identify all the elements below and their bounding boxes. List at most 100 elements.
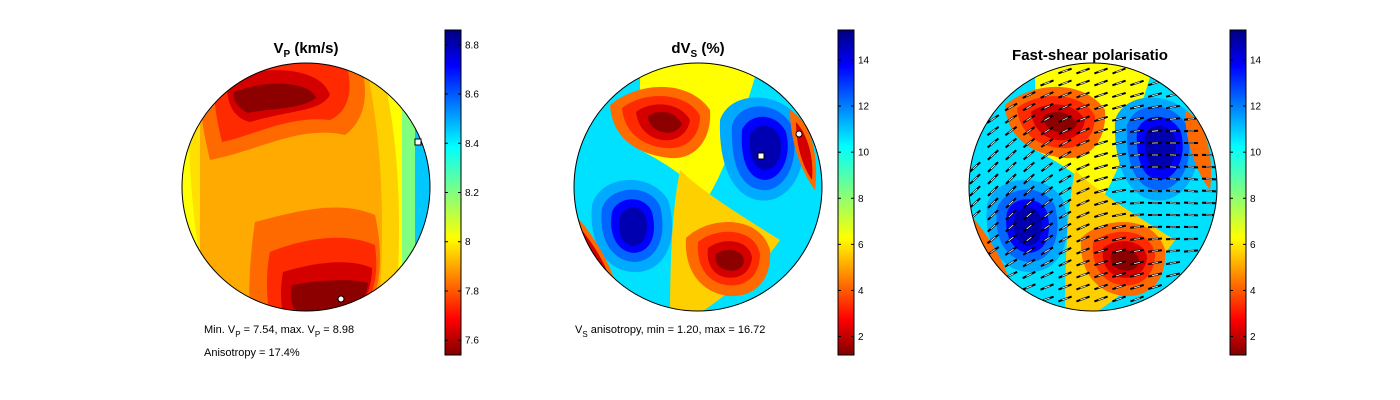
polarisation-tick-highlight [1080, 105, 1086, 109]
polarisation-tick-highlight [1062, 201, 1068, 205]
polarisation-tick-highlight [1044, 261, 1050, 265]
polarisation-tick-highlight [1008, 188, 1014, 194]
polarisation-tick-highlight [1133, 130, 1141, 132]
dvs-stereonet [574, 63, 822, 311]
polarisation-tick-highlight [1044, 93, 1050, 97]
polarisation-tick-highlight [1080, 297, 1086, 301]
polarisation-tick-highlight [1116, 142, 1122, 144]
polarisation-tick-highlight [1115, 273, 1123, 277]
colorbar-tick-label: 6 [858, 240, 864, 251]
polarisation-tick-highlight [1134, 81, 1140, 85]
colorbar-tick-label: 10 [858, 148, 870, 159]
polarisation-tick-highlight [1062, 285, 1068, 289]
polarisation-title: Fast-shear polarisatio [1012, 47, 1168, 64]
polarisation-tick-highlight [1080, 141, 1086, 145]
polarisation-tick-highlight [1008, 212, 1014, 218]
polarisation-tick-highlight [1062, 69, 1068, 73]
polarisation-tick-highlight [1115, 190, 1123, 192]
polarisation-tick-highlight [1115, 93, 1123, 97]
polarisation-tick-highlight [972, 176, 978, 182]
polarisation-tick-highlight [990, 116, 996, 122]
polarisation-tick-highlight [1116, 285, 1122, 289]
polarisation-tick-highlight [1062, 249, 1068, 253]
dvs-minmax-note: VS anisotropy, min = 1.20, max = 16.72 [575, 324, 765, 339]
polarisation-tick-highlight [1008, 152, 1014, 158]
polarisation-tick-highlight [1044, 249, 1050, 253]
polarisation-tick-highlight [1151, 81, 1159, 85]
polarisation-tick-highlight [1133, 285, 1141, 289]
polarisation-tick-highlight [1062, 225, 1068, 229]
polarisation-tick-highlight [1115, 202, 1123, 204]
polarisation-tick-highlight [1044, 212, 1050, 218]
polarisation-tick-highlight [990, 236, 996, 242]
polarisation-tick-highlight [1080, 81, 1086, 85]
polarisation-tick-highlight [1008, 236, 1014, 242]
polarisation-tick-highlight [1080, 177, 1086, 181]
polarisation-tick-highlight [990, 164, 996, 170]
polarisation-tick-highlight [1116, 249, 1122, 253]
polarisation-tick-highlight [1151, 285, 1159, 289]
polarisation-tick-highlight [1044, 200, 1050, 206]
polarisation-tick-highlight [1097, 201, 1105, 205]
polarisation-tick-highlight [1169, 118, 1177, 120]
polarisation-tick-highlight [990, 248, 996, 254]
polarisation-tick-highlight [1097, 177, 1105, 181]
polarisation-tick-highlight [1062, 177, 1068, 181]
polarisation-tick-highlight [1080, 69, 1086, 73]
polarisation-tick-highlight [1169, 262, 1177, 264]
polarisation-tick-highlight [1044, 117, 1050, 121]
polarisation-tick-highlight [1026, 224, 1032, 230]
colorbar-tick-label: 12 [1250, 102, 1262, 113]
colorbar-tick-label: 4 [858, 286, 864, 297]
polarisation-tick-highlight [1098, 261, 1104, 265]
polarisation-tick-highlight [1116, 129, 1122, 133]
vp-panel: VP (km/s) Min. VP = 7.54, max. VP = 8.98 [181, 29, 479, 359]
polarisation-tick-highlight [1098, 297, 1104, 301]
dvs-panel: dVS (%) [573, 29, 870, 356]
polarisation-tick-highlight [1026, 152, 1032, 158]
vp-max-marker [414, 138, 422, 146]
polarisation-tick-highlight [1098, 93, 1104, 97]
polarisation-tick-highlight [1026, 93, 1032, 97]
polarisation-tick-highlight [972, 200, 978, 206]
dvs-title: dVS (%) [671, 40, 724, 60]
polarisation-tick-highlight [1115, 105, 1123, 109]
polarisation-stereonet [969, 63, 1217, 311]
polarisation-tick-highlight [1097, 225, 1105, 229]
polarisation-tick-highlight [1080, 165, 1086, 169]
polarisation-tick-highlight [1116, 69, 1122, 73]
polarisation-tick-highlight [1026, 164, 1032, 170]
polarisation-tick-highlight [1080, 285, 1086, 289]
polarisation-tick-highlight [1151, 118, 1159, 120]
polarisation-tick-highlight [990, 224, 996, 230]
colorbar-tick-label: 8 [465, 237, 471, 248]
polarisation-tick-highlight [1134, 262, 1140, 264]
polarisation-tick-highlight [990, 176, 996, 182]
vp-anisotropy-note: Anisotropy = 17.4% [204, 347, 300, 359]
polarisation-tick-highlight [1062, 141, 1068, 145]
polarisation-tick-highlight [1080, 213, 1086, 217]
colorbar-tick-label: 2 [858, 332, 864, 343]
polarisation-tick-highlight [1080, 201, 1086, 205]
polarisation-tick-highlight [1170, 274, 1176, 276]
polarisation-tick-highlight [1134, 118, 1140, 120]
polarisation-tick-highlight [1062, 81, 1068, 85]
polarisation-tick-highlight [1044, 273, 1050, 277]
polarisation-tick-highlight [1134, 297, 1140, 301]
polarisation-tick-highlight [1044, 129, 1050, 133]
colorbar-tick-label: 14 [858, 55, 870, 66]
polarisation-tick-highlight [1098, 285, 1104, 289]
polarisation-tick-highlight [990, 200, 996, 206]
polarisation-colorbar-scale [1229, 29, 1247, 356]
polarisation-tick-highlight [1026, 105, 1032, 109]
polarisation-tick-highlight [1044, 105, 1050, 109]
polarisation-tick-highlight [1152, 106, 1158, 108]
polarisation-tick-highlight [1080, 261, 1086, 265]
polarisation-tick-highlight [1008, 140, 1014, 146]
polarisation-panel: Fast-shear polarisatio [968, 29, 1262, 356]
polarisation-tick-highlight [1116, 297, 1122, 301]
polarisation-tick-highlight [1026, 285, 1032, 289]
colorbar-tick-label: 14 [1250, 55, 1262, 66]
colorbar-tick-label: 7.8 [465, 286, 479, 297]
polarisation-tick-highlight [990, 128, 996, 134]
